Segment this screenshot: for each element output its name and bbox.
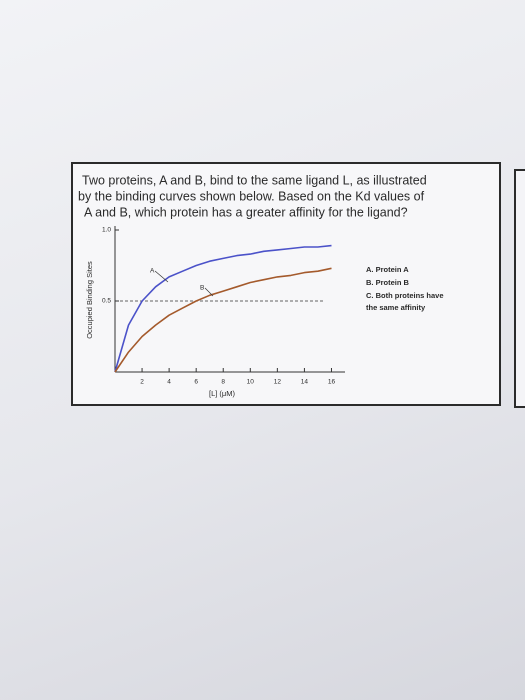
option: C. Both proteins have	[366, 291, 444, 300]
question-line: by the binding curves shown below. Based…	[78, 189, 425, 203]
x-tick-label: 10	[247, 379, 255, 386]
y-tick-label: 1.0	[102, 227, 111, 234]
option: A. Protein A	[366, 265, 409, 274]
x-tick-label: 2	[140, 379, 144, 386]
x-tick-label: 6	[194, 379, 198, 386]
label-pointer	[154, 270, 169, 283]
x-tick-label: 14	[301, 379, 309, 386]
next-card	[514, 169, 525, 408]
curve	[114, 267, 332, 373]
x-tick-label: 8	[221, 379, 225, 386]
curve-label: B	[200, 285, 204, 292]
question-line: A and B, which protein has a greater aff…	[84, 205, 408, 219]
card	[71, 162, 501, 406]
x-tick-label: 16	[328, 379, 336, 386]
curve	[114, 244, 332, 373]
x-axis-label: [L] (μM)	[209, 389, 235, 398]
option: B. Protein B	[366, 278, 410, 287]
option: the same affinity	[366, 303, 426, 312]
x-tick-label: 12	[274, 379, 282, 386]
x-tick-label: 4	[167, 379, 171, 386]
question-line: Two proteins, A and B, bind to the same …	[82, 173, 427, 187]
label-pointer	[204, 287, 214, 297]
y-tick-label: 0.5	[102, 298, 111, 305]
curve-label: A	[150, 268, 155, 275]
y-axis-label: Occupied Binding Sites	[85, 261, 94, 339]
